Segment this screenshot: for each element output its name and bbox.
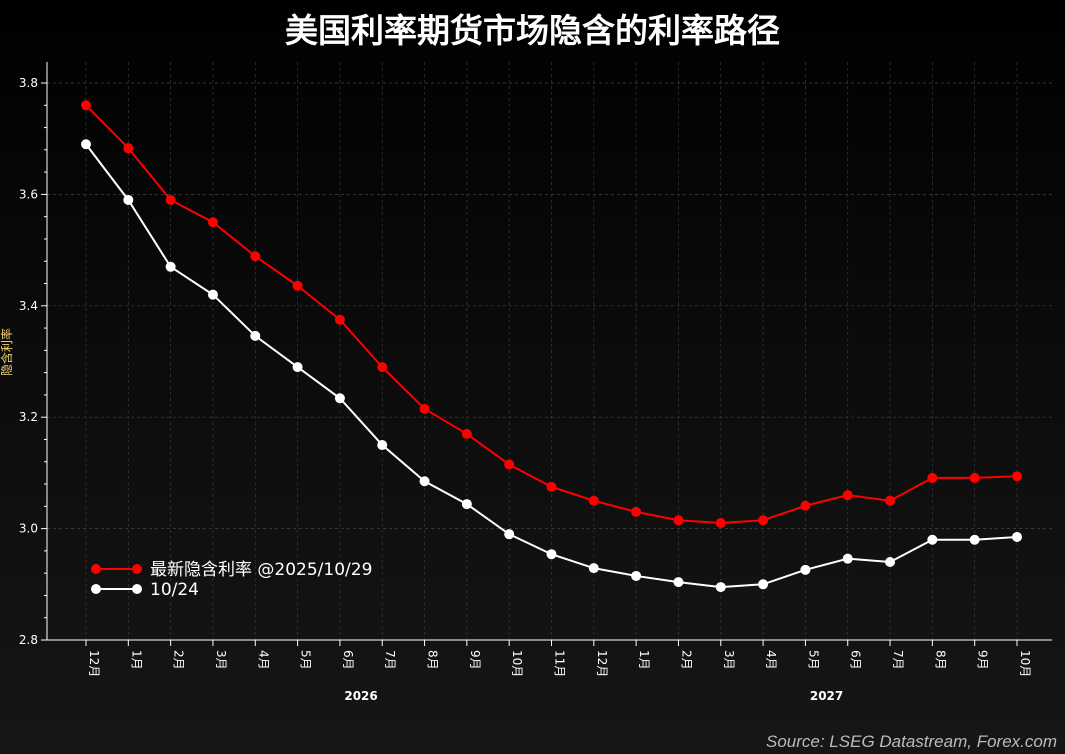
y-tick-label: 3.2 [19,410,38,424]
x-tick-label: 5月 [299,650,313,670]
data-point [504,459,515,470]
data-point [250,251,261,262]
data-point [461,499,472,510]
x-tick-label: 10月 [1018,650,1032,677]
data-point [885,557,896,568]
data-point [673,577,684,588]
legend-label: 10/24 [150,580,199,600]
x-tick-label: 9月 [468,650,482,670]
data-point [207,217,218,228]
x-tick-label: 7月 [383,650,397,670]
legend-label: 最新隐含利率 @2025/10/29 [150,560,372,580]
x-tick-label: 6月 [341,650,355,670]
x-tick-label: 12月 [87,650,101,677]
x-tick-label: 2月 [679,650,693,670]
y-tick-label: 2.8 [19,633,38,647]
data-point [377,440,388,451]
data-point [758,515,769,526]
x-tick-label: 3月 [214,650,228,670]
data-point [546,481,557,492]
x-tick-label: 5月 [806,650,820,670]
data-point [81,139,91,150]
x-tick-label: 1月 [129,650,143,670]
data-point [419,476,430,487]
data-point [461,428,472,439]
x-tick-label: 8月 [933,650,947,670]
data-point [250,330,261,341]
source-note: Source: LSEG Datastream, Forex.com [766,732,1057,751]
y-axis-label: 隐含利率 [0,328,14,376]
data-point [546,549,557,560]
data-point [504,529,515,540]
data-point [842,553,853,564]
legend-marker [132,584,142,594]
x-tick-label: 12月 [595,650,609,677]
data-point [631,570,642,581]
data-point [588,495,599,506]
data-point [927,472,938,483]
x-tick-label: 6月 [849,650,863,670]
x-tick-label: 3月 [722,650,736,670]
data-point [334,314,345,325]
year-label: 2026 [344,689,377,703]
legend-marker [91,584,101,594]
data-point [377,362,388,373]
data-point [292,280,303,291]
y-tick-label: 3.4 [19,299,38,313]
data-point [292,362,303,373]
x-tick-label: 7月 [891,650,905,670]
data-point [800,564,811,575]
data-point [885,495,896,506]
data-point [1012,531,1022,542]
x-tick-label: 1月 [637,650,651,670]
y-tick-label: 3.8 [19,76,38,90]
y-tick-label: 3.0 [19,522,38,536]
data-point [165,261,176,272]
year-label: 2027 [810,689,843,703]
data-point [588,563,599,574]
x-tick-label: 8月 [426,650,440,670]
data-point [673,515,684,526]
x-tick-label: 4月 [256,650,270,670]
x-tick-label: 11月 [553,650,567,677]
data-point [969,534,980,545]
data-point [631,506,642,517]
data-point [800,500,811,511]
data-point [842,490,853,501]
data-point [715,518,726,529]
data-point [123,194,134,205]
legend-marker [91,564,101,574]
data-point [334,393,345,404]
data-point [419,403,430,414]
x-tick-label: 10月 [510,650,524,677]
data-point [927,534,938,545]
x-tick-label: 2月 [172,650,186,670]
legend-marker [132,564,142,574]
data-point [715,582,726,593]
data-point [1012,471,1022,482]
data-point [123,143,134,154]
y-tick-label: 3.6 [19,187,38,201]
data-point [207,289,218,300]
data-point [758,579,769,590]
x-tick-label: 4月 [764,650,778,670]
chart-title: 美国利率期货市场隐含的利率路径 [285,11,780,50]
data-point [165,194,176,205]
data-point [969,472,980,483]
x-tick-label: 9月 [976,650,990,670]
data-point [81,100,91,111]
